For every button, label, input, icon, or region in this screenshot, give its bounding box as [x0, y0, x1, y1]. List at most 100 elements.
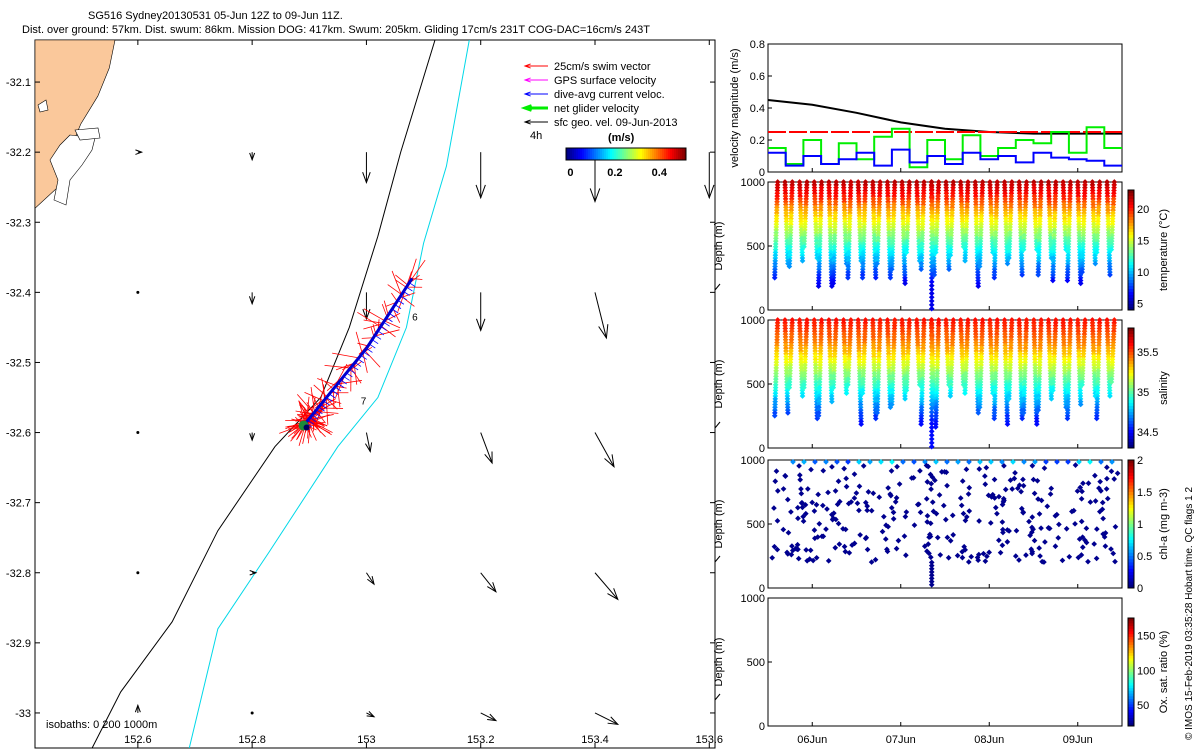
y-tick-label: 0.4	[750, 103, 765, 115]
data-point	[1029, 529, 1035, 536]
data-point	[959, 478, 966, 484]
data-point	[1018, 505, 1025, 512]
data-point	[1035, 496, 1041, 502]
colorbar-cell	[1128, 244, 1134, 248]
data-point	[794, 546, 800, 552]
current-vector	[323, 400, 330, 406]
colorbar-cell	[1128, 379, 1134, 383]
data-point	[851, 495, 858, 501]
swim-vector	[317, 378, 337, 386]
geo-vector-head	[362, 171, 371, 185]
colorbar-cell	[682, 148, 685, 160]
data-point	[1096, 485, 1102, 491]
data-point	[1042, 539, 1048, 545]
data-point	[1036, 545, 1042, 551]
colorbar-cell	[1128, 701, 1134, 705]
data-point	[885, 485, 891, 491]
data-point	[1001, 462, 1007, 469]
colorbar-cell	[1128, 196, 1134, 200]
current-vector	[357, 358, 365, 364]
colorbar-cell	[1128, 415, 1134, 419]
data-point	[928, 432, 935, 439]
data-point	[928, 363, 935, 369]
data-point	[928, 382, 935, 389]
colorbar-tick-label: 35.5	[1137, 347, 1158, 359]
data-point	[1020, 410, 1027, 416]
time-tick-label: 09Jun	[1063, 734, 1093, 746]
data-point	[928, 420, 935, 427]
data-point	[892, 499, 899, 505]
y-tick-label: 0	[759, 583, 765, 595]
data-point	[918, 266, 924, 273]
data-point	[928, 336, 935, 343]
data-point	[928, 213, 935, 220]
colorbar-cell	[1128, 406, 1134, 410]
data-point	[928, 255, 935, 262]
colorbar-cell	[1128, 533, 1134, 538]
data-point	[851, 471, 858, 478]
legend-scale-label: 4h	[530, 130, 542, 142]
data-point	[928, 359, 935, 366]
data-point	[928, 424, 935, 431]
colorbar-tick-label: 0	[567, 167, 573, 179]
colorbar-cell	[1128, 527, 1134, 531]
colorbar-cell	[616, 148, 619, 160]
data-point	[1078, 495, 1085, 502]
data-point	[889, 459, 895, 465]
colorbar-cell	[650, 148, 653, 160]
colorbar-cell	[1128, 400, 1134, 404]
data-point	[955, 459, 961, 465]
colorbar-tick-label: 10	[1137, 267, 1149, 279]
colorbar-tick-label: 5	[1137, 299, 1143, 311]
colorbar-cell	[656, 148, 659, 160]
swim-vector	[324, 381, 334, 390]
geo-vector-head	[487, 582, 497, 593]
data-point	[895, 537, 902, 544]
data-point	[932, 424, 939, 430]
data-point	[788, 509, 794, 515]
data-point	[774, 546, 781, 553]
colorbar-cell	[1128, 520, 1134, 525]
colorbar-cell	[672, 148, 675, 160]
geo-vector	[594, 572, 619, 600]
colorbar-cell	[1128, 214, 1134, 218]
data-point	[1026, 518, 1032, 525]
data-point	[1048, 396, 1055, 402]
data-point	[780, 486, 787, 492]
data-point	[928, 559, 935, 566]
colorbar-cell	[1128, 628, 1134, 632]
data-point	[834, 459, 840, 465]
current-vector	[406, 286, 413, 292]
lake	[49, 134, 96, 206]
data-point	[937, 552, 944, 558]
colorbar-cell	[1128, 298, 1134, 302]
colorbar-cell	[1128, 292, 1134, 296]
swim-vector	[307, 420, 317, 441]
colorbar-cell	[1128, 295, 1134, 299]
data-point	[928, 486, 934, 492]
colorbar-cell	[1128, 349, 1134, 353]
current-vector	[400, 295, 407, 301]
data-point	[884, 546, 890, 553]
data-point	[811, 527, 818, 533]
current-vector	[346, 372, 353, 378]
data-point	[773, 468, 780, 474]
colorbar-cell	[1128, 340, 1134, 344]
data-point	[894, 463, 900, 470]
colorbar-cell	[1128, 235, 1134, 239]
colorbar-cell	[1128, 709, 1134, 713]
current-vector	[329, 393, 336, 399]
swim-vector	[399, 292, 416, 299]
map-panel: 6 7 152.6 152.8 153 153.2 153.4 153.6 -32.1 -32.2…	[6, 39, 723, 749]
colorbar-cell	[1128, 504, 1134, 509]
data-point	[977, 459, 983, 465]
colorbar-cell	[646, 148, 649, 160]
colorbar-cell	[628, 148, 631, 160]
colorbar-cell	[1128, 562, 1134, 567]
data-point	[963, 466, 970, 473]
colorbar-cell	[1128, 190, 1134, 194]
data-point	[868, 559, 875, 565]
geo-vector-head	[249, 152, 256, 162]
map-legend: 25cm/s swim vector GPS surface velocity di…	[520, 61, 687, 179]
axis-glyph	[714, 693, 721, 701]
